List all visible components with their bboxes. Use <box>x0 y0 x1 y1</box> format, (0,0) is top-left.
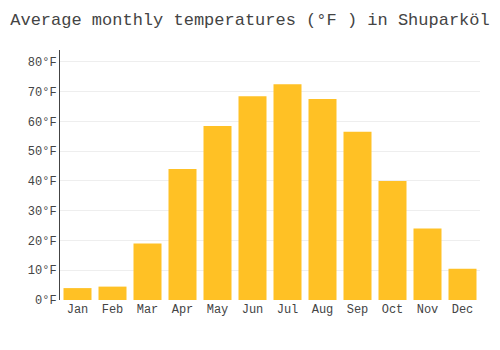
svg-text:Jul: Jul <box>277 303 299 317</box>
svg-text:30°F: 30°F <box>28 205 57 219</box>
svg-text:Dec: Dec <box>452 303 474 317</box>
svg-text:Oct: Oct <box>382 303 404 317</box>
svg-text:0°F: 0°F <box>35 294 57 308</box>
svg-text:May: May <box>207 303 229 317</box>
svg-text:40°F: 40°F <box>28 175 57 189</box>
svg-text:Feb: Feb <box>102 303 124 317</box>
svg-text:Aug: Aug <box>312 303 334 317</box>
svg-text:60°F: 60°F <box>28 116 57 130</box>
svg-text:10°F: 10°F <box>28 264 57 278</box>
svg-text:Nov: Nov <box>417 303 439 317</box>
svg-text:Mar: Mar <box>137 303 159 317</box>
svg-text:50°F: 50°F <box>28 145 57 159</box>
svg-text:20°F: 20°F <box>28 235 57 249</box>
svg-text:Jan: Jan <box>67 303 89 317</box>
svg-text:Jun: Jun <box>242 303 264 317</box>
svg-text:70°F: 70°F <box>28 86 57 100</box>
svg-text:Sep: Sep <box>347 303 369 317</box>
svg-text:Average monthly temperatures (: Average monthly temperatures (°F ) in Sh… <box>10 11 489 30</box>
svg-text:80°F: 80°F <box>28 56 57 70</box>
svg-text:Apr: Apr <box>172 303 194 317</box>
